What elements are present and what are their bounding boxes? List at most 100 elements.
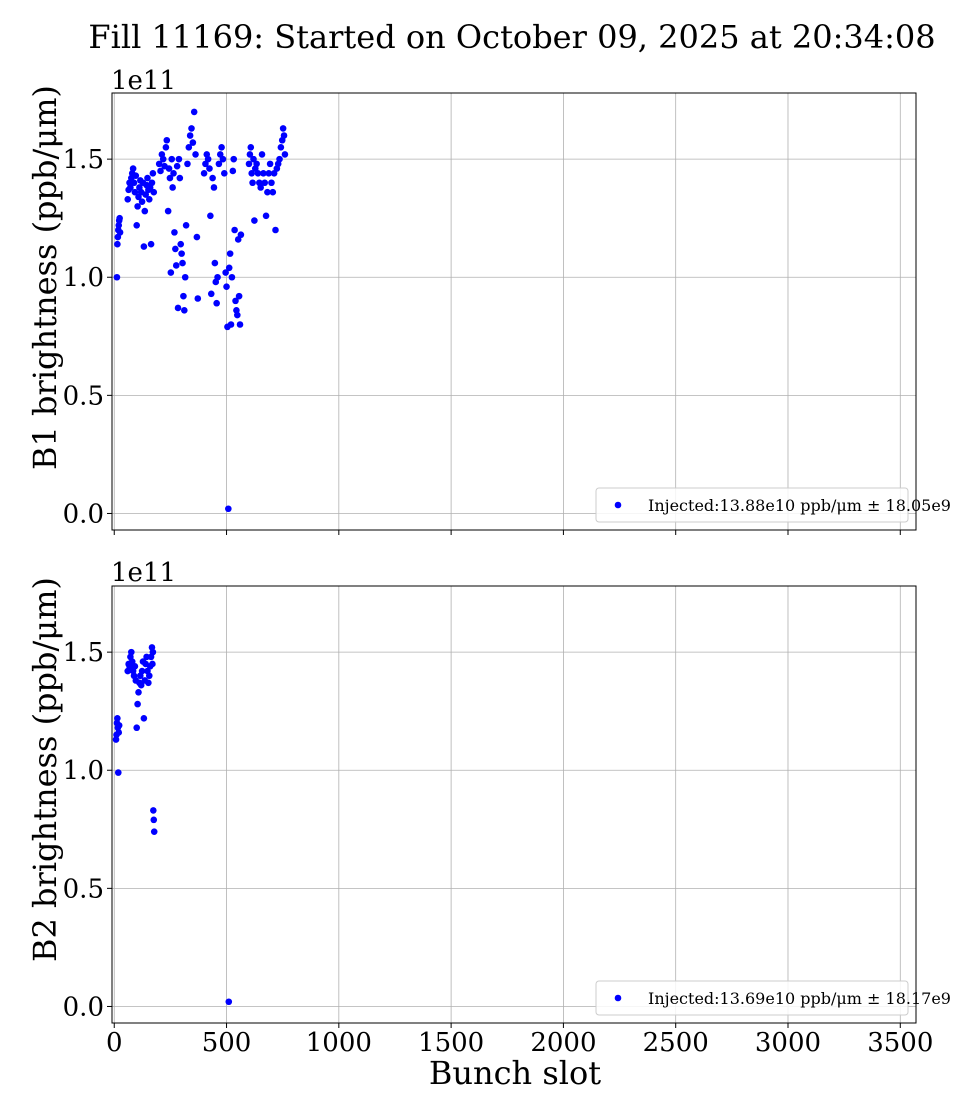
bottom-y-tick-label: 0.0	[63, 992, 104, 1022]
top-data-point	[213, 299, 220, 307]
top-data-point	[182, 221, 190, 229]
bottom-data-point	[150, 828, 158, 835]
top-data-point	[281, 151, 289, 158]
top-data-point	[170, 170, 177, 177]
top-data-point	[113, 273, 121, 281]
top-data-point	[204, 155, 212, 163]
bottom-data-point	[128, 648, 135, 656]
top-data-point	[249, 179, 256, 187]
top-data-point	[207, 290, 215, 298]
top-data-point	[162, 144, 170, 151]
bottom-legend-label: Injected:13.69e10 ppb/μm ± 18.17e9	[648, 989, 951, 1008]
top-legend-marker	[614, 501, 622, 509]
bottom-data-point	[115, 729, 123, 736]
bottom-x-tick-label: 0	[106, 1028, 123, 1058]
top-data-point	[127, 184, 134, 191]
top-data-point	[234, 311, 241, 319]
top-data-point	[190, 108, 198, 116]
bottom-data-point	[138, 667, 146, 675]
bottom-data-point	[150, 816, 158, 824]
top-data-point	[215, 160, 223, 168]
top-data-point	[166, 174, 174, 182]
bottom-x-tick-label: 1500	[418, 1028, 484, 1058]
top-data-point	[253, 160, 260, 168]
bottom-data-point	[149, 648, 157, 656]
top-data-point	[132, 172, 140, 179]
bottom-data-point	[140, 714, 148, 722]
bottom-data-point	[114, 769, 122, 776]
top-data-point	[134, 203, 141, 210]
top-data-point	[194, 295, 202, 302]
top-data-point	[268, 179, 275, 187]
bottom-data-point	[145, 679, 152, 687]
top-y-tick-label: 0.0	[63, 499, 104, 529]
top-data-point	[260, 170, 267, 177]
bottom-y-tick-label: 1.5	[63, 638, 104, 668]
top-data-point	[257, 184, 264, 191]
top-data-point	[226, 250, 234, 257]
bottom-data-point	[115, 722, 123, 729]
top-data-point	[245, 160, 253, 168]
bottom-data-point	[133, 724, 141, 732]
top-y-axis-label: B1 brightness (ppb/μm)	[26, 85, 64, 470]
top-data-point	[168, 155, 176, 163]
top-data-point	[250, 155, 257, 163]
bottom-data-point	[149, 660, 156, 668]
bottom-data-point	[134, 700, 141, 708]
top-data-point	[141, 207, 149, 215]
top-data-point	[129, 165, 137, 172]
bottom-y-multiplier: 1e11	[111, 558, 177, 588]
top-data-point	[138, 198, 146, 205]
top-data-point	[269, 188, 277, 196]
top-data-point	[220, 170, 228, 177]
top-data-point	[264, 188, 271, 196]
top-data-point	[230, 155, 238, 163]
top-y-multiplier: 1e11	[111, 66, 177, 96]
top-data-point	[254, 170, 262, 177]
top-data-point	[218, 144, 225, 151]
top-data-point	[214, 273, 221, 281]
top-data-point	[150, 188, 158, 196]
top-data-point	[149, 170, 157, 177]
top-data-point	[251, 217, 258, 224]
top-data-point	[147, 240, 155, 248]
top-data-point	[231, 226, 238, 234]
top-data-point	[192, 151, 199, 158]
bottom-legend-marker	[614, 994, 622, 1002]
top-legend-label: Injected:13.88e10 ppb/μm ± 18.05e9	[648, 496, 951, 515]
top-data-point	[235, 292, 243, 300]
bottom-data-point	[135, 688, 142, 696]
top-data-point	[163, 136, 171, 144]
bottom-x-tick-label: 500	[202, 1028, 252, 1058]
top-data-point	[184, 160, 191, 168]
bottom-data-point	[114, 714, 121, 722]
top-data-point	[176, 174, 184, 182]
top-data-point	[247, 144, 255, 151]
top-data-point	[178, 250, 185, 257]
top-data-point	[181, 273, 189, 281]
top-data-point	[115, 221, 123, 229]
bottom-data-point	[145, 672, 153, 680]
top-data-point	[262, 212, 270, 220]
top-data-point	[277, 144, 285, 151]
top-data-point	[171, 229, 178, 236]
top-data-point	[261, 179, 269, 187]
top-data-point	[148, 179, 156, 187]
bottom-y-axis-label: B2 brightness (ppb/μm)	[26, 577, 64, 962]
bottom-data-point	[225, 998, 233, 1006]
top-data-point	[159, 155, 167, 163]
top-data-point	[145, 195, 153, 203]
top-data-point	[229, 167, 237, 175]
top-data-point	[189, 139, 197, 146]
top-data-point	[172, 245, 179, 253]
top-data-point	[248, 170, 255, 177]
top-data-point	[227, 321, 235, 328]
bottom-y-tick-label: 0.5	[63, 874, 104, 904]
top-data-point	[258, 151, 266, 158]
top-data-point	[124, 195, 132, 203]
bottom-data-point	[112, 736, 120, 743]
top-data-point	[177, 240, 185, 248]
top-data-point	[223, 283, 230, 290]
top-data-point	[266, 160, 274, 168]
